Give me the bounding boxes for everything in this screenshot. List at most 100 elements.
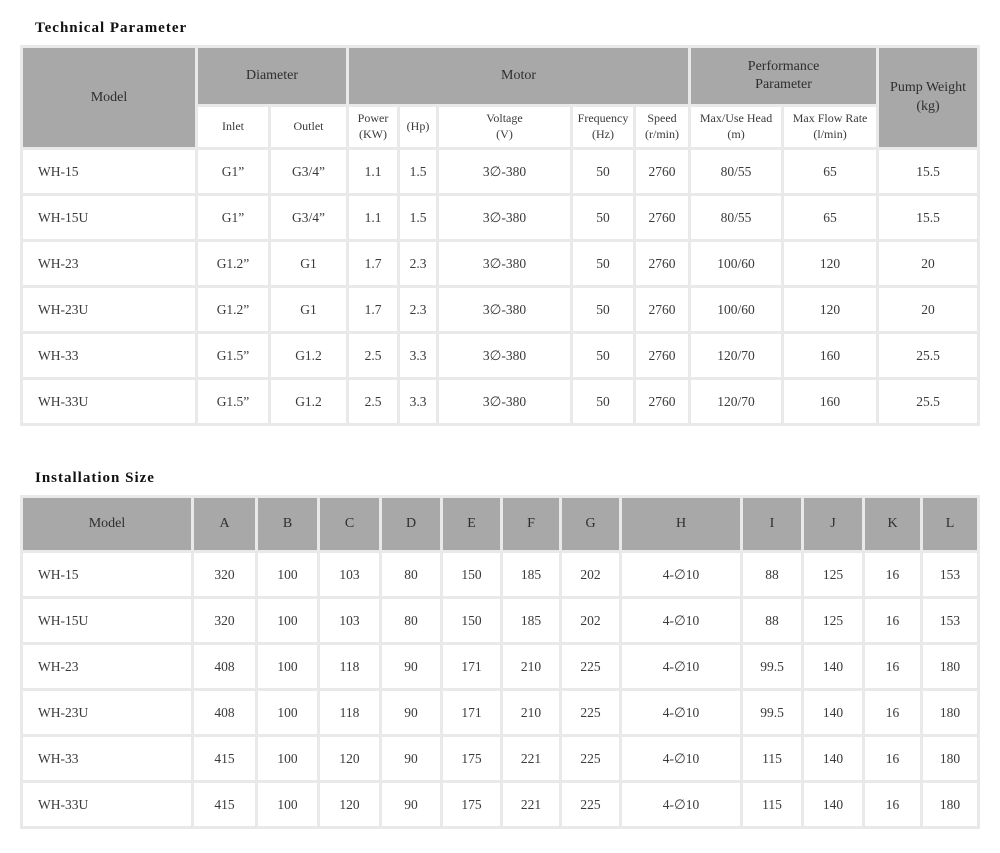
model-cell: WH-23U [23, 691, 191, 734]
col-header-c: C [320, 498, 379, 550]
value-cell: 3∅-380 [439, 242, 570, 285]
value-cell: 221 [503, 737, 559, 780]
technical-parameter-title: Technical Parameter [35, 20, 188, 36]
value-cell: 320 [194, 599, 255, 642]
value-cell: 1.1 [349, 196, 397, 239]
value-cell: 120 [320, 783, 379, 826]
col-header-max-flow-rate: Max Flow Rate (l/min) [784, 107, 877, 147]
value-cell: 4-∅10 [622, 645, 740, 688]
value-cell: 88 [743, 553, 801, 596]
value-cell: 50 [573, 242, 633, 285]
col-header-j: J [804, 498, 862, 550]
value-cell: 125 [804, 553, 862, 596]
value-cell: 80 [382, 599, 440, 642]
value-cell: 175 [443, 783, 500, 826]
table-row: WH-23U 408 100 118 90 171 210 225 4-∅10 99.5 140 16… [23, 691, 977, 734]
value-cell: 99.5 [743, 691, 801, 734]
model-cell: WH-33 [23, 334, 195, 377]
table-row: WH-23U G1.2” G1 1.7 2.3 3∅-380 50 2760 100/60 120… [23, 288, 978, 331]
value-cell: 15.5 [879, 196, 978, 239]
value-cell: 185 [503, 599, 559, 642]
value-cell: 3.3 [400, 334, 436, 377]
value-cell: G1.2 [271, 380, 346, 423]
value-cell: 16 [865, 553, 920, 596]
value-cell: 2.5 [349, 334, 397, 377]
value-cell: 120 [784, 242, 877, 285]
value-cell: 65 [784, 196, 877, 239]
value-cell: 4-∅10 [622, 599, 740, 642]
installation-size-table: Model A B C D E F G H I J K L WH-15 320 10… [20, 495, 980, 829]
model-cell: WH-15U [23, 196, 195, 239]
col-header-l: L [923, 498, 977, 550]
value-cell: 225 [562, 737, 619, 780]
model-cell: WH-33U [23, 783, 191, 826]
value-cell: G1.5” [198, 334, 268, 377]
value-cell: G1.2” [198, 288, 268, 331]
value-cell: 25.5 [879, 380, 978, 423]
value-cell: 221 [503, 783, 559, 826]
value-cell: 100 [258, 553, 317, 596]
value-cell: 100 [258, 691, 317, 734]
value-cell: 4-∅10 [622, 553, 740, 596]
value-cell: 50 [573, 380, 633, 423]
value-cell: 1.7 [349, 242, 397, 285]
table-row: WH-33 415 100 120 90 175 221 225 4-∅10 115 140 16 18… [23, 737, 977, 780]
value-cell: 100 [258, 599, 317, 642]
value-cell: 2760 [636, 150, 689, 193]
col-header-h: H [622, 498, 740, 550]
col-group-diameter: Diameter [198, 48, 346, 104]
value-cell: 50 [573, 196, 633, 239]
table-row: WH-15 G1” G3/4” 1.1 1.5 3∅-380 50 2760 80/55 65 15… [23, 150, 978, 193]
col-header-pump-weight: Pump Weight (kg) [879, 48, 978, 147]
value-cell: 118 [320, 691, 379, 734]
value-cell: 16 [865, 691, 920, 734]
value-cell: 125 [804, 599, 862, 642]
value-cell: 2.3 [400, 288, 436, 331]
value-cell: 225 [562, 783, 619, 826]
value-cell: G1” [198, 196, 268, 239]
value-cell: 3∅-380 [439, 288, 570, 331]
header-row: Model A B C D E F G H I J K L [23, 498, 977, 550]
value-cell: 2760 [636, 334, 689, 377]
table-row: WH-33U G1.5” G1.2 2.5 3.3 3∅-380 50 2760 120/70 1… [23, 380, 978, 423]
value-cell: 3∅-380 [439, 334, 570, 377]
value-cell: 15.5 [879, 150, 978, 193]
value-cell: 16 [865, 599, 920, 642]
value-cell: 3∅-380 [439, 380, 570, 423]
col-header-model: Model [23, 48, 195, 147]
value-cell: 2760 [636, 288, 689, 331]
model-cell: WH-33 [23, 737, 191, 780]
value-cell: 150 [443, 599, 500, 642]
value-cell: 171 [443, 645, 500, 688]
value-cell: 2760 [636, 242, 689, 285]
value-cell: 140 [804, 691, 862, 734]
model-cell: WH-33U [23, 380, 195, 423]
value-cell: 210 [503, 691, 559, 734]
value-cell: 4-∅10 [622, 783, 740, 826]
col-header-model: Model [23, 498, 191, 550]
value-cell: 415 [194, 737, 255, 780]
value-cell: 180 [923, 737, 977, 780]
value-cell: 2.3 [400, 242, 436, 285]
value-cell: 100/60 [691, 242, 782, 285]
value-cell: 408 [194, 645, 255, 688]
value-cell: G1.2 [271, 334, 346, 377]
value-cell: 16 [865, 737, 920, 780]
value-cell: 100 [258, 645, 317, 688]
value-cell: 103 [320, 553, 379, 596]
table-row: WH-33U 415 100 120 90 175 221 225 4-∅10 115 140 16 1… [23, 783, 977, 826]
value-cell: 100 [258, 737, 317, 780]
value-cell: 3.3 [400, 380, 436, 423]
model-cell: WH-15U [23, 599, 191, 642]
value-cell: 140 [804, 737, 862, 780]
value-cell: 3∅-380 [439, 196, 570, 239]
table-row: WH-23 G1.2” G1 1.7 2.3 3∅-380 50 2760 100/60 120 2… [23, 242, 978, 285]
model-cell: WH-23U [23, 288, 195, 331]
value-cell: 4-∅10 [622, 737, 740, 780]
value-cell: 175 [443, 737, 500, 780]
value-cell: 180 [923, 645, 977, 688]
value-cell: 120/70 [691, 380, 782, 423]
value-cell: 140 [804, 783, 862, 826]
value-cell: G1 [271, 242, 346, 285]
value-cell: 140 [804, 645, 862, 688]
